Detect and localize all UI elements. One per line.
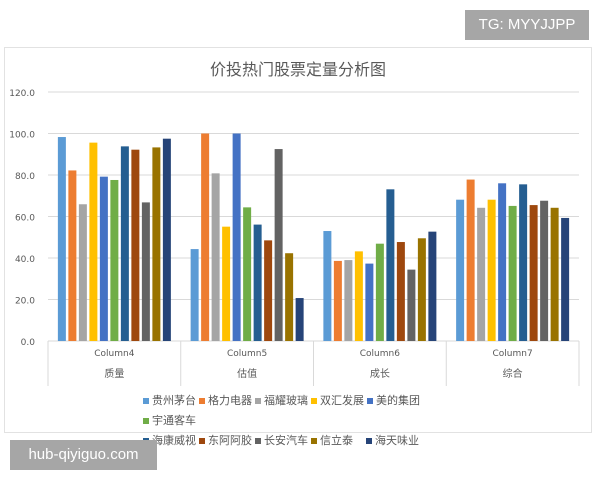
y-tick-label: 100.0 (9, 131, 35, 141)
legend-item: 美的集团 (367, 391, 420, 411)
bar (529, 205, 538, 341)
y-tick-label: 80.0 (15, 172, 35, 182)
watermark-bottom: hub-qiyiguo.com (10, 440, 157, 470)
bar (222, 226, 231, 341)
bar (508, 205, 517, 341)
bar (190, 249, 199, 341)
chart-title: 价投热门股票定量分析图 (209, 60, 386, 79)
bar (211, 173, 220, 341)
legend-label: 东阿阿胶 (208, 434, 252, 447)
legend-item: 双汇发展 (311, 391, 364, 411)
bar (344, 260, 353, 341)
bar (375, 243, 384, 341)
y-tick-label: 120.0 (9, 89, 35, 99)
legend-swatch-icon (311, 398, 317, 404)
bar (141, 202, 150, 341)
legend-label: 宇通客车 (152, 414, 196, 427)
y-tick-label: 40.0 (15, 255, 35, 265)
legend-swatch-icon (143, 398, 149, 404)
bar (99, 176, 108, 341)
bar (120, 146, 129, 341)
bar (365, 263, 374, 341)
plot-area: 0.0 20.0 40.0 60.0 80.0 100.0 120.0 Column4 质量 Co… (9, 89, 580, 386)
legend-swatch-icon (255, 438, 261, 444)
bar (487, 199, 496, 341)
watermark-top: TG: MYYJJPP (465, 10, 589, 40)
bar (243, 207, 252, 341)
legend-swatch-icon (367, 398, 373, 404)
category-label: Column5 (227, 349, 267, 359)
legend: 贵州茅台 格力电器 福耀玻璃 双汇发展 美的集团宇通客车海康威视 东阿阿胶 长安汽车 信立泰 海… (143, 391, 473, 451)
legend-item: 信立泰 (311, 431, 353, 451)
bar (274, 149, 283, 341)
bar (466, 179, 475, 341)
bar (540, 200, 549, 341)
y-tick-label: 20.0 (15, 297, 35, 307)
bar (386, 189, 395, 341)
bar (561, 217, 570, 341)
legend-label: 海康威视 (152, 434, 196, 447)
legend-label: 海天味业 (375, 434, 419, 447)
legend-swatch-icon (199, 438, 205, 444)
bar (295, 298, 304, 341)
legend-swatch-icon (143, 418, 149, 424)
bar (285, 253, 294, 341)
bar (162, 138, 171, 341)
legend-label: 美的集团 (376, 394, 420, 407)
bar (354, 251, 363, 341)
bar (152, 147, 161, 341)
bar (456, 199, 465, 341)
legend-label: 福耀玻璃 (264, 394, 308, 407)
bar (396, 242, 405, 341)
bar (333, 260, 342, 341)
bar (68, 170, 77, 341)
legend-item: 贵州茅台 (143, 391, 196, 411)
bar (253, 224, 262, 341)
category-label: Column4 (94, 349, 134, 359)
category-label: Column6 (360, 349, 400, 359)
legend-label: 双汇发展 (320, 394, 364, 407)
bar (323, 231, 332, 341)
bar (550, 207, 559, 341)
bar (477, 207, 486, 341)
bar (131, 149, 140, 341)
legend-swatch-icon (255, 398, 261, 404)
legend-item: 福耀玻璃 (255, 391, 308, 411)
bar (110, 179, 119, 341)
bar (232, 133, 241, 341)
bar (417, 238, 426, 341)
bar (78, 204, 87, 341)
legend-swatch-icon (199, 398, 205, 404)
bar (89, 142, 98, 341)
y-tick-label: 0.0 (21, 338, 36, 348)
category-group-label: 质量 (104, 368, 124, 380)
bar (519, 184, 528, 341)
legend-label: 信立泰 (320, 434, 353, 447)
bar (264, 240, 273, 341)
bar (498, 183, 507, 341)
bar (201, 133, 210, 341)
legend-item: 东阿阿胶 (199, 431, 252, 451)
bar (57, 137, 66, 341)
legend-item: 海天味业 (366, 431, 419, 451)
legend-swatch-icon (366, 438, 372, 444)
category-group-label: 综合 (503, 367, 523, 380)
category-group-label: 估值 (237, 367, 257, 380)
category-group-label: 成长 (370, 368, 390, 380)
chart-container: 价投热门股票定量分析图 0.0 20.0 40.0 60.0 80.0 100.0 120.… (4, 47, 592, 447)
bar (407, 269, 416, 341)
legend-label: 长安汽车 (264, 434, 308, 447)
legend-item: 宇通客车 (143, 411, 196, 431)
bar (428, 231, 437, 341)
legend-label: 贵州茅台 (152, 394, 196, 407)
legend-swatch-icon (311, 438, 317, 444)
y-tick-label: 60.0 (15, 214, 35, 224)
category-label: Column7 (493, 349, 533, 359)
legend-item: 长安汽车 (255, 431, 308, 451)
legend-label: 格力电器 (208, 394, 252, 407)
legend-item: 格力电器 (199, 391, 252, 411)
